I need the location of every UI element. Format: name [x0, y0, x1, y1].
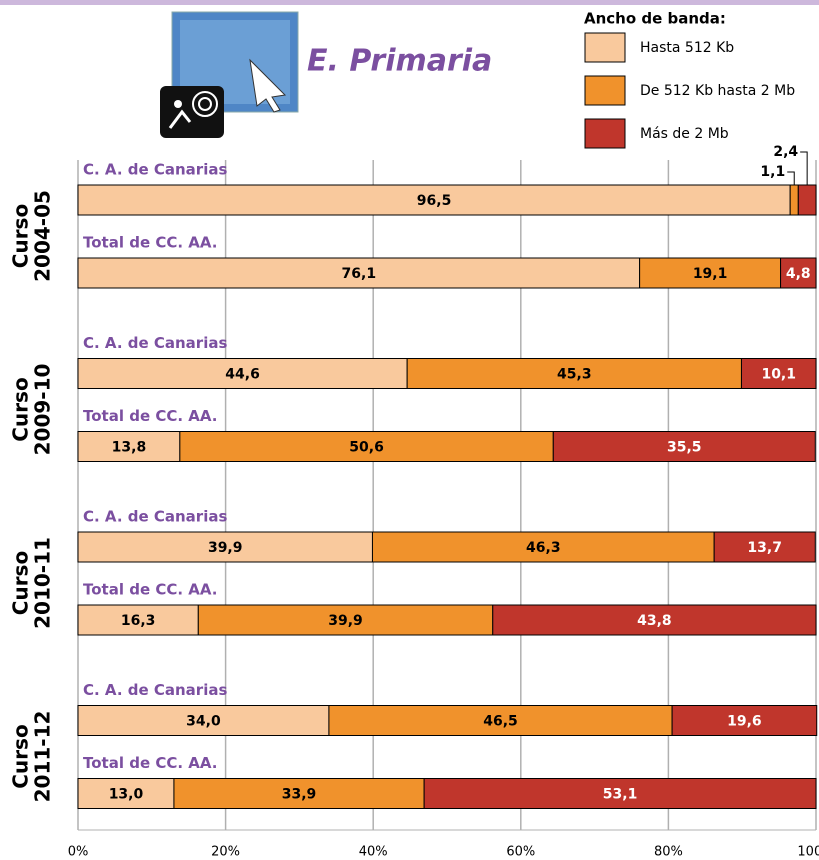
value-label: 33,9	[282, 787, 317, 803]
bar-segment	[77, 358, 408, 389]
leader-line	[800, 151, 808, 185]
group-title: Curso	[9, 204, 33, 268]
top-band	[0, 0, 819, 5]
bar-label: C. A. de Canarias	[83, 334, 227, 352]
value-label: 43,8	[637, 613, 672, 629]
x-tick-label: 100%	[797, 845, 819, 860]
bar-segment	[371, 531, 715, 563]
bar-segment	[740, 358, 817, 389]
bar-segment	[492, 604, 817, 636]
value-label: 16,3	[121, 613, 156, 629]
bar-segment	[780, 257, 817, 289]
value-label: 34,0	[186, 714, 221, 730]
group-title: Curso	[9, 551, 33, 615]
group-title: Curso	[9, 377, 33, 441]
value-label: 13,7	[747, 540, 782, 556]
bar-segment	[423, 778, 817, 809]
bar-segment	[197, 604, 494, 636]
legend-swatch	[584, 32, 626, 63]
value-label: 1,1	[760, 164, 785, 180]
group-title: 2004-05	[31, 190, 55, 282]
bar-segment	[406, 358, 742, 389]
value-label: 39,9	[208, 540, 243, 556]
value-label: 46,5	[483, 714, 518, 730]
x-tick-label: 60%	[506, 845, 535, 860]
bar-segment	[797, 184, 817, 216]
bar-segment	[639, 257, 782, 289]
bar-segment	[552, 431, 816, 462]
x-tick-label: 80%	[654, 845, 683, 860]
bar-label: Total de CC. AA.	[83, 754, 217, 772]
legend-title: Ancho de banda:	[584, 10, 726, 28]
bar-segment	[671, 705, 818, 736]
bar-segment	[77, 705, 330, 736]
bar-label: Total de CC. AA.	[83, 407, 217, 425]
value-label: 4,8	[786, 266, 811, 282]
bar-segment	[77, 431, 181, 462]
bar-label: Total de CC. AA.	[83, 581, 217, 599]
value-label: 19,1	[693, 266, 728, 282]
value-label: 45,3	[557, 367, 592, 383]
bar-segment	[77, 184, 791, 216]
value-label: 10,1	[761, 367, 796, 383]
chart-title: E. Primaria	[307, 44, 492, 79]
legend-swatch	[584, 118, 626, 149]
group-title: 2009-10	[31, 364, 55, 456]
bar-segment	[77, 604, 199, 636]
bar-label: Total de CC. AA.	[83, 234, 217, 252]
value-label: 35,5	[667, 440, 702, 456]
value-label: 46,3	[526, 540, 561, 556]
group-title: Curso	[9, 724, 33, 788]
bar-label: C. A. de Canarias	[83, 161, 227, 179]
value-label: 2,4	[773, 144, 798, 160]
bar-segment	[77, 531, 373, 563]
value-label: 96,5	[417, 193, 452, 209]
group-title: 2011-12	[31, 711, 55, 803]
bar-label: C. A. de Canarias	[83, 508, 227, 526]
bar-segment	[789, 184, 799, 216]
logo-icon	[160, 11, 299, 138]
legend-swatch	[584, 75, 626, 106]
value-label: 13,0	[109, 787, 144, 803]
bar-segment	[77, 257, 641, 289]
value-label: 50,6	[349, 440, 384, 456]
value-label: 19,6	[727, 714, 762, 730]
legend-label: Hasta 512 Kb	[640, 40, 734, 56]
bar-label: C. A. de Canarias	[83, 681, 227, 699]
value-label: 13,8	[112, 440, 147, 456]
value-label: 44,6	[225, 367, 260, 383]
bar-segment	[179, 431, 554, 462]
leader-line	[787, 171, 795, 185]
x-tick-label: 0%	[68, 845, 89, 860]
bar-segment	[713, 531, 816, 563]
x-tick-label: 40%	[359, 845, 388, 860]
x-tick-label: 20%	[211, 845, 240, 860]
bar-segment	[328, 705, 673, 736]
value-label: 53,1	[603, 787, 638, 803]
legend-label: Más de 2 Mb	[640, 126, 729, 142]
value-label: 76,1	[342, 266, 377, 282]
value-label: 39,9	[328, 613, 363, 629]
group-title: 2010-11	[31, 537, 55, 629]
legend-label: De 512 Kb hasta 2 Mb	[640, 83, 795, 99]
